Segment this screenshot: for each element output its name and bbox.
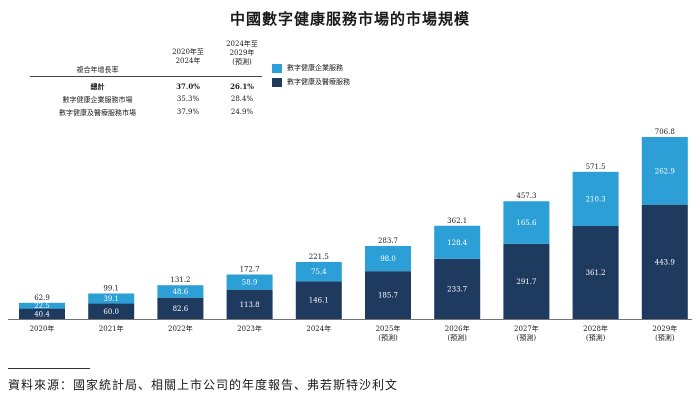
x-tick-4: 2024年 [306, 324, 331, 333]
cagr-col2-header-line1: 2024年至 [226, 40, 258, 48]
label-medical-0: 40.4 [34, 310, 50, 318]
label-total-8: 571.5 [586, 163, 606, 171]
label-enterprise-3: 58.9 [242, 279, 258, 287]
legend-item-enterprise: 數字健康企業服務 [272, 63, 343, 73]
legend-item-medical: 數字健康及醫療服務 [272, 77, 350, 87]
label-total-3: 172.7 [240, 266, 260, 274]
label-medical-1: 60.0 [103, 308, 119, 316]
x-tick-9: 2029年 [652, 324, 677, 333]
label-medical-7: 291.7 [516, 278, 536, 286]
label-medical-4: 146.1 [309, 297, 329, 305]
label-total-7: 457.3 [516, 192, 536, 200]
label-enterprise-1: 39.1 [103, 295, 119, 303]
label-total-6: 362.1 [447, 217, 467, 225]
x-tick-forecast-9: (預測) [655, 333, 675, 342]
bar-medical-5 [365, 271, 411, 319]
label-total-1: 99.1 [103, 284, 119, 292]
label-total-0: 62.9 [34, 294, 50, 302]
legend-label-medical: 數字健康及醫療服務 [287, 78, 350, 86]
x-tick-3: 2023年 [237, 324, 262, 333]
bar-enterprise-3 [226, 274, 273, 290]
label-enterprise-7: 165.6 [516, 219, 537, 227]
bar-medical-9 [641, 204, 688, 319]
cagr-col2-header-line2: 2029年 [229, 49, 255, 57]
label-enterprise-6: 128.4 [447, 239, 468, 247]
bar-enterprise-9 [641, 137, 688, 205]
source-divider [8, 368, 90, 369]
label-enterprise-4: 75.4 [311, 268, 327, 276]
cagr-col2-header: 2024年至 2029年 (預測) [222, 40, 262, 67]
bar-medical-2 [157, 297, 204, 319]
legend-swatch-medical [272, 77, 282, 87]
x-tick-5: 2025年 [376, 324, 401, 333]
cagr-row-label-medical: 數字健康及醫療服務市場 [59, 109, 136, 117]
cagr-row-medical-v2: 24.9% [230, 108, 254, 116]
label-total-4: 221.5 [309, 253, 329, 261]
bar-medical-0 [19, 308, 65, 319]
cagr-row-header: 複合年增長率 [76, 66, 119, 74]
bar-enterprise-0 [19, 302, 65, 309]
label-total-5: 283.7 [378, 237, 398, 245]
x-tick-forecast-6: (預測) [447, 333, 467, 342]
bar-enterprise-1 [88, 293, 135, 304]
bar-enterprise-5 [365, 245, 411, 272]
cagr-row-enterprise-v1: 35.3% [176, 95, 200, 103]
label-enterprise-5: 98.0 [380, 255, 396, 263]
label-medical-8: 361.2 [586, 269, 606, 277]
chart-title: 中國數字健康服務市場的市場規模 [229, 10, 470, 28]
x-tick-6: 2026年 [445, 324, 470, 333]
legend-label-enterprise: 數字健康企業服務 [287, 64, 343, 72]
x-tick-forecast-8: (預測) [586, 333, 606, 342]
label-total-2: 131.2 [170, 276, 190, 284]
cagr-col1-header-line2: 2024年 [175, 57, 201, 65]
x-tick-forecast-7: (預測) [517, 333, 537, 342]
x-tick-1: 2021年 [99, 324, 124, 333]
cagr-row-label-enterprise: 數字健康企業服務市場 [62, 96, 133, 104]
x-tick-8: 2028年 [583, 324, 608, 333]
cagr-table-divider [30, 76, 262, 77]
x-tick-forecast-5: (預測) [378, 333, 398, 342]
cagr-row-label-total: 總計 [90, 82, 105, 91]
bar-enterprise-4 [295, 261, 342, 282]
label-medical-5: 185.7 [378, 292, 398, 300]
cagr-row-total-v2: 26.1% [230, 82, 254, 91]
label-enterprise-0: 22.5 [34, 302, 50, 310]
bar-medical-1 [88, 303, 135, 319]
bar-medical-4 [295, 281, 342, 319]
bar-enterprise-2 [157, 285, 204, 298]
label-medical-2: 82.6 [173, 305, 189, 313]
source-note: 資料來源：國家統計局、相關上市公司的年度報告、弗若斯特沙利文 [8, 378, 399, 392]
cagr-row-enterprise-v2: 28.4% [230, 95, 254, 103]
label-enterprise-9: 262.9 [655, 167, 675, 175]
cagr-col1-header: 2020年至 2024年 [168, 48, 208, 66]
bar-enterprise-8 [572, 171, 619, 226]
bar-medical-8 [572, 225, 619, 319]
x-tick-0: 2020年 [30, 324, 55, 333]
bar-enterprise-6 [434, 225, 481, 259]
bar-medical-7 [503, 243, 550, 319]
cagr-col2-header-line3: (預測) [232, 58, 252, 66]
x-tick-7: 2027年 [514, 324, 539, 333]
bar-medical-3 [226, 289, 273, 319]
label-medical-3: 113.8 [240, 301, 260, 309]
label-medical-6: 233.7 [447, 285, 467, 293]
label-total-9: 706.8 [655, 128, 675, 136]
bar-medical-6 [434, 258, 481, 319]
label-enterprise-8: 210.3 [586, 195, 606, 203]
bar-enterprise-7 [503, 201, 550, 244]
label-medical-9: 443.9 [655, 258, 675, 266]
x-tick-2: 2022年 [168, 324, 193, 333]
cagr-row-total-v1: 37.0% [176, 82, 200, 91]
label-enterprise-2: 48.6 [173, 288, 189, 296]
legend-swatch-enterprise [272, 63, 282, 73]
cagr-col1-header-line1: 2020年至 [172, 48, 204, 56]
cagr-row-medical-v1: 37.9% [176, 108, 200, 116]
